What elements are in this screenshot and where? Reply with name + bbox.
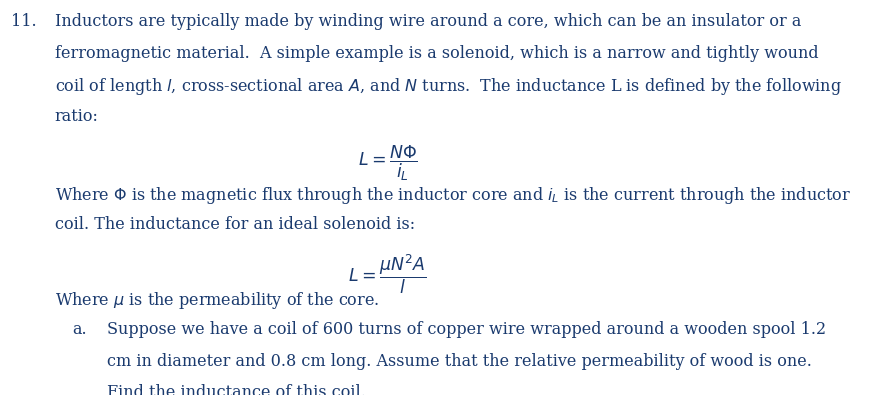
Text: coil. The inductance for an ideal solenoid is:: coil. The inductance for an ideal soleno… xyxy=(55,216,415,233)
Text: 11.: 11. xyxy=(11,13,36,30)
Text: $L = \dfrac{N\Phi}{i_L}$: $L = \dfrac{N\Phi}{i_L}$ xyxy=(358,143,418,183)
Text: cm in diameter and 0.8 cm long. Assume that the relative permeability of wood is: cm in diameter and 0.8 cm long. Assume t… xyxy=(107,353,812,370)
Text: a.: a. xyxy=(72,321,87,338)
Text: Inductors are typically made by winding wire around a core, which can be an insu: Inductors are typically made by winding … xyxy=(55,13,801,30)
Text: Find the inductance of this coil.: Find the inductance of this coil. xyxy=(107,384,366,395)
Text: Where $\Phi$ is the magnetic flux through the inductor core and $i_L$ is the cur: Where $\Phi$ is the magnetic flux throug… xyxy=(55,185,851,206)
Text: coil of length $l$, cross-sectional area $A$, and $N$ turns.  The inductance L i: coil of length $l$, cross-sectional area… xyxy=(55,76,841,97)
Text: Where $\mu$ is the permeability of the core.: Where $\mu$ is the permeability of the c… xyxy=(55,290,379,310)
Text: Suppose we have a coil of 600 turns of copper wire wrapped around a wooden spool: Suppose we have a coil of 600 turns of c… xyxy=(107,321,826,338)
Text: $L = \dfrac{\mu N^2 A}{l}$: $L = \dfrac{\mu N^2 A}{l}$ xyxy=(348,252,427,295)
Text: ratio:: ratio: xyxy=(55,108,99,125)
Text: ferromagnetic material.  A simple example is a solenoid, which is a narrow and t: ferromagnetic material. A simple example… xyxy=(55,45,818,62)
